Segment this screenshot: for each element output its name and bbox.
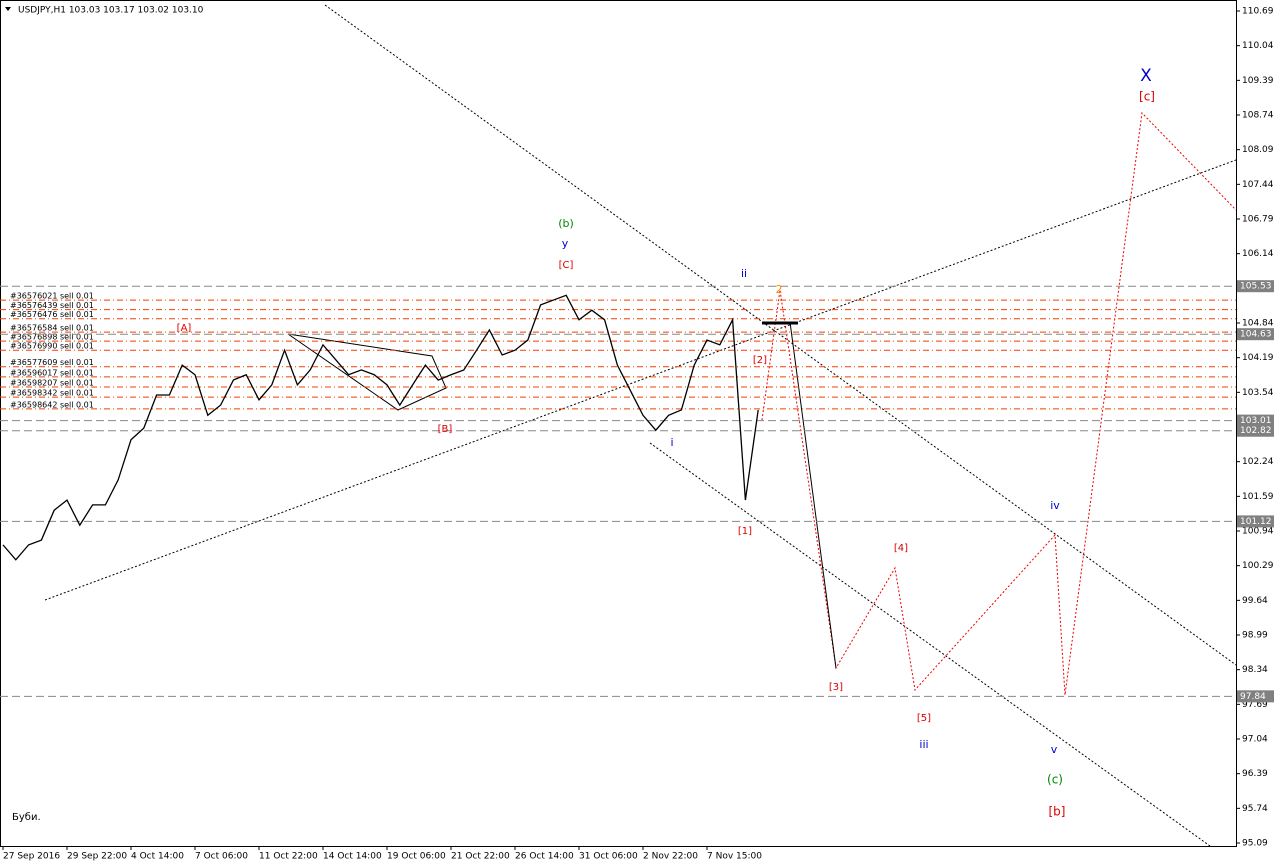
level-box — [1237, 328, 1274, 341]
y-tick-label: 107.44 — [1242, 180, 1274, 190]
wave-label: [4] — [894, 543, 908, 554]
level-box — [1237, 690, 1274, 703]
wave-label: [b] — [1049, 805, 1066, 819]
order-label: #36576584 sell 0.01 — [10, 324, 94, 333]
y-tick-label: 104.19 — [1242, 353, 1274, 363]
x-tick-label: 21 Oct 22:00 — [451, 852, 510, 862]
y-tick-label: 98.99 — [1242, 631, 1268, 641]
order-label: #36576021 sell 0.01 — [10, 292, 94, 301]
level-label: 102.82 — [1240, 426, 1272, 436]
x-tick-label: 11 Oct 22:00 — [259, 852, 318, 862]
wave-label: v — [1051, 743, 1058, 756]
x-tick-label: 29 Sep 22:00 — [67, 852, 127, 862]
wave-label: [5] — [917, 713, 931, 724]
y-tick-label: 108.09 — [1242, 145, 1274, 155]
x-tick-label: 19 Oct 06:00 — [387, 852, 446, 862]
wave-label: [A] — [177, 323, 192, 334]
x-tick-label: 7 Oct 06:00 — [195, 852, 248, 862]
forecast-line — [789, 321, 837, 669]
level-label: 101.12 — [1240, 517, 1272, 527]
wave-label: iv — [1050, 499, 1060, 512]
y-tick-label: 100.29 — [1242, 561, 1274, 571]
triangle — [287, 333, 447, 411]
order-label: #36577609 sell 0.01 — [10, 358, 94, 367]
x-tick-label: 27 Sep 2016 — [3, 852, 60, 862]
order-label: #36576990 sell 0.01 — [10, 342, 94, 351]
wave-label: (c) — [1047, 773, 1063, 787]
y-tick-label: 106.14 — [1242, 249, 1274, 259]
wave-label: y — [562, 237, 569, 250]
wave-label: [C] — [559, 260, 574, 271]
price-line — [2, 294, 759, 561]
wave-label: iii — [919, 738, 928, 751]
y-tick-label: 102.24 — [1242, 457, 1274, 467]
level-box — [1237, 424, 1274, 437]
order-label: #36598642 sell 0.01 — [10, 400, 94, 409]
forecast-path — [761, 111, 1237, 696]
wave-label: [c] — [1139, 90, 1155, 104]
y-tick-label: 109.39 — [1242, 76, 1274, 86]
wave-label: (b) — [558, 217, 574, 230]
y-tick-label: 101.59 — [1242, 492, 1274, 502]
level-label: 105.53 — [1240, 282, 1272, 292]
order-label: #36598342 sell 0.01 — [10, 389, 94, 398]
level-label: 104.63 — [1240, 330, 1272, 340]
x-tick-label: 2 Nov 22:00 — [643, 852, 698, 862]
trend-lines — [44, 4, 1237, 847]
wave-label: [2] — [753, 355, 767, 366]
y-tick-label: 99.64 — [1242, 596, 1268, 606]
wave-label: [1] — [738, 526, 752, 537]
trend-line — [324, 4, 1237, 666]
wave-label: [3] — [829, 682, 843, 693]
plot-frame — [0, 0, 1237, 847]
y-tick-label: 97.04 — [1242, 735, 1268, 745]
y-tick-label: 100.94 — [1242, 527, 1274, 537]
wave-label: ii — [741, 267, 747, 280]
level-box — [1237, 414, 1274, 427]
order-label: #36576439 sell 0.01 — [10, 301, 94, 310]
note: Буби. — [12, 812, 41, 823]
y-tick-label: 108.74 — [1242, 111, 1274, 121]
x-tick-label: 7 Nov 15:00 — [707, 852, 762, 862]
y-tick-label: 95.74 — [1242, 804, 1268, 814]
order-label: #36596017 sell 0.01 — [10, 368, 94, 377]
chart-title: USDJPY,H1 103.03 103.17 103.02 103.10 — [18, 6, 204, 16]
dropdown-icon — [5, 7, 11, 11]
wave-label: X — [1140, 66, 1152, 86]
y-tick-label: 98.34 — [1242, 665, 1268, 675]
wave-label: 2 — [776, 283, 783, 296]
wave-label: [B] — [438, 424, 453, 435]
x-tick-label: 26 Oct 14:00 — [515, 852, 574, 862]
y-tick-label: 103.54 — [1242, 388, 1274, 398]
trend-line — [649, 442, 1211, 847]
order-label: #36598207 sell 0.01 — [10, 379, 94, 388]
wave-label: i — [670, 436, 673, 449]
level-label: 103.01 — [1240, 416, 1272, 426]
x-tick-label: 31 Oct 06:00 — [579, 852, 638, 862]
x-tick-label: 4 Oct 14:00 — [131, 852, 184, 862]
y-tick-label: 96.39 — [1242, 769, 1268, 779]
y-tick-label: 110.69 — [1242, 7, 1274, 17]
level-box — [1237, 280, 1274, 293]
order-label: #36576898 sell 0.01 — [10, 333, 94, 342]
y-tick-label: 95.09 — [1242, 839, 1268, 849]
x-tick-label: 14 Oct 14:00 — [323, 852, 382, 862]
order-label: #36576476 sell 0.01 — [10, 310, 94, 319]
y-tick-label: 106.79 — [1242, 215, 1274, 225]
y-tick-label: 110.04 — [1242, 41, 1274, 51]
wave-labels: (b) y [C] [A] [B] i ii 2 [2] [1] [3] [4]… — [177, 66, 1155, 819]
level-label: 97.84 — [1240, 692, 1266, 702]
y-tick-label: 97.69 — [1242, 700, 1268, 710]
y-tick-label: 104.84 — [1242, 319, 1274, 329]
level-box — [1237, 515, 1274, 528]
